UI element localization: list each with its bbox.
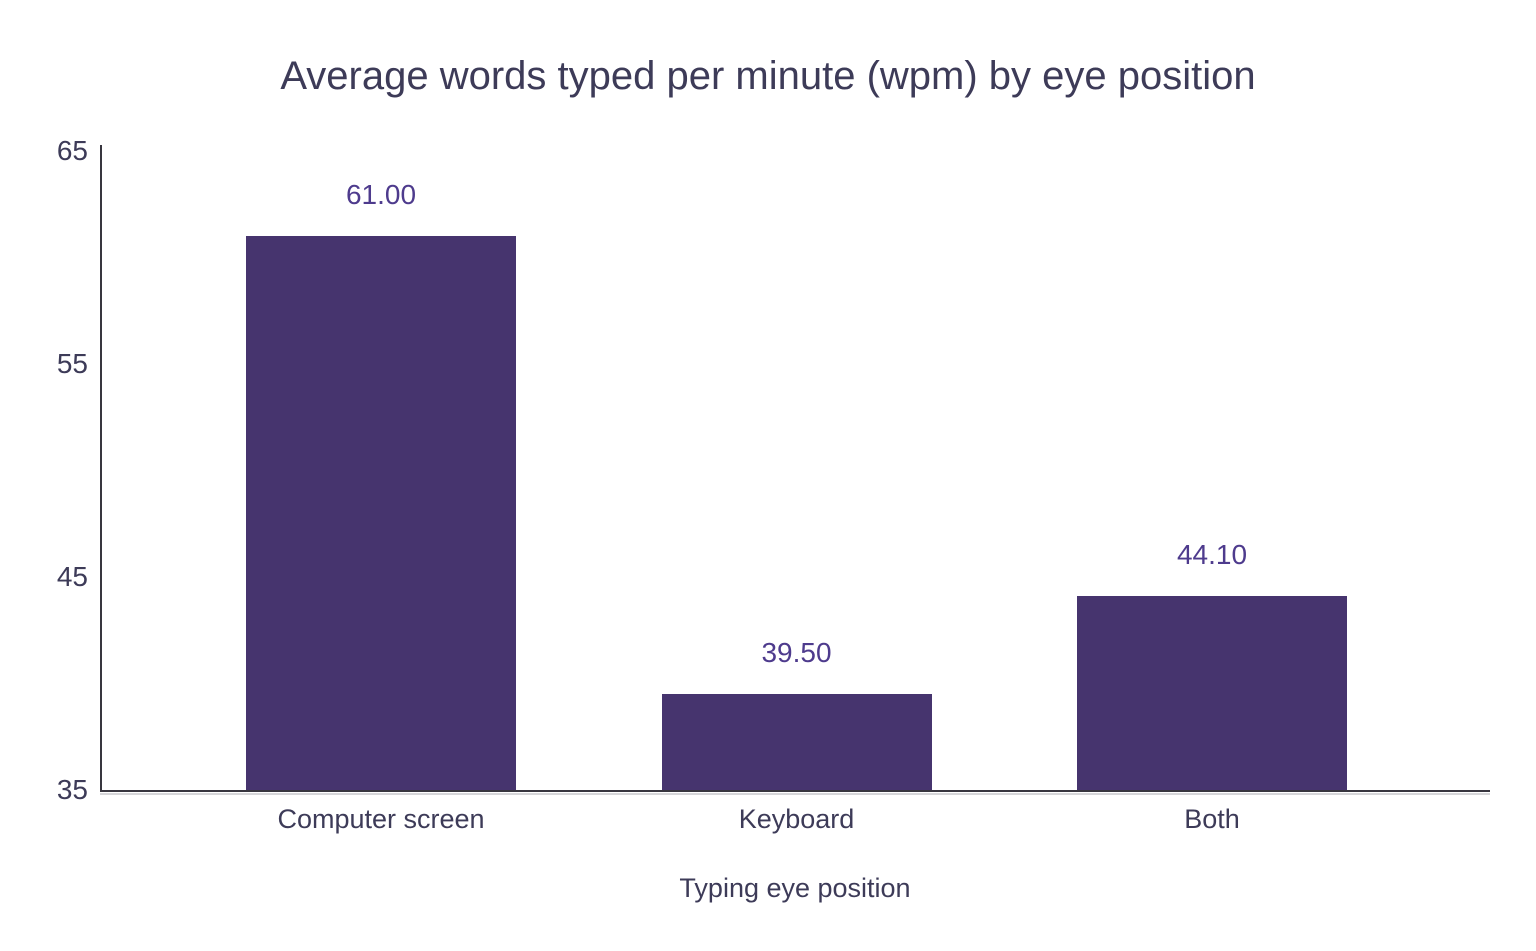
x-category-label: Both bbox=[1184, 804, 1240, 834]
bar-value-label: 39.50 bbox=[761, 637, 832, 669]
chart-title: Average words typed per minute (wpm) by … bbox=[280, 54, 1256, 98]
bar-keyboard bbox=[661, 694, 932, 790]
bar-value-label: 44.10 bbox=[1176, 539, 1248, 571]
y-tick-label: 45 bbox=[56, 561, 88, 592]
y-tick-label: 35 bbox=[56, 774, 88, 805]
x-category-label: Keyboard bbox=[738, 804, 855, 834]
y-tick-label: 55 bbox=[56, 348, 88, 379]
bar-value-label: 61.00 bbox=[345, 179, 417, 211]
y-tick-label: 65 bbox=[56, 135, 88, 166]
bar-computer-screen bbox=[246, 236, 516, 790]
bar-both bbox=[1077, 596, 1347, 790]
x-category-label: Computer screen bbox=[277, 804, 485, 834]
x-axis-line bbox=[100, 790, 1490, 792]
x-axis-title: Typing eye position bbox=[679, 873, 911, 903]
y-axis-line bbox=[100, 145, 102, 792]
